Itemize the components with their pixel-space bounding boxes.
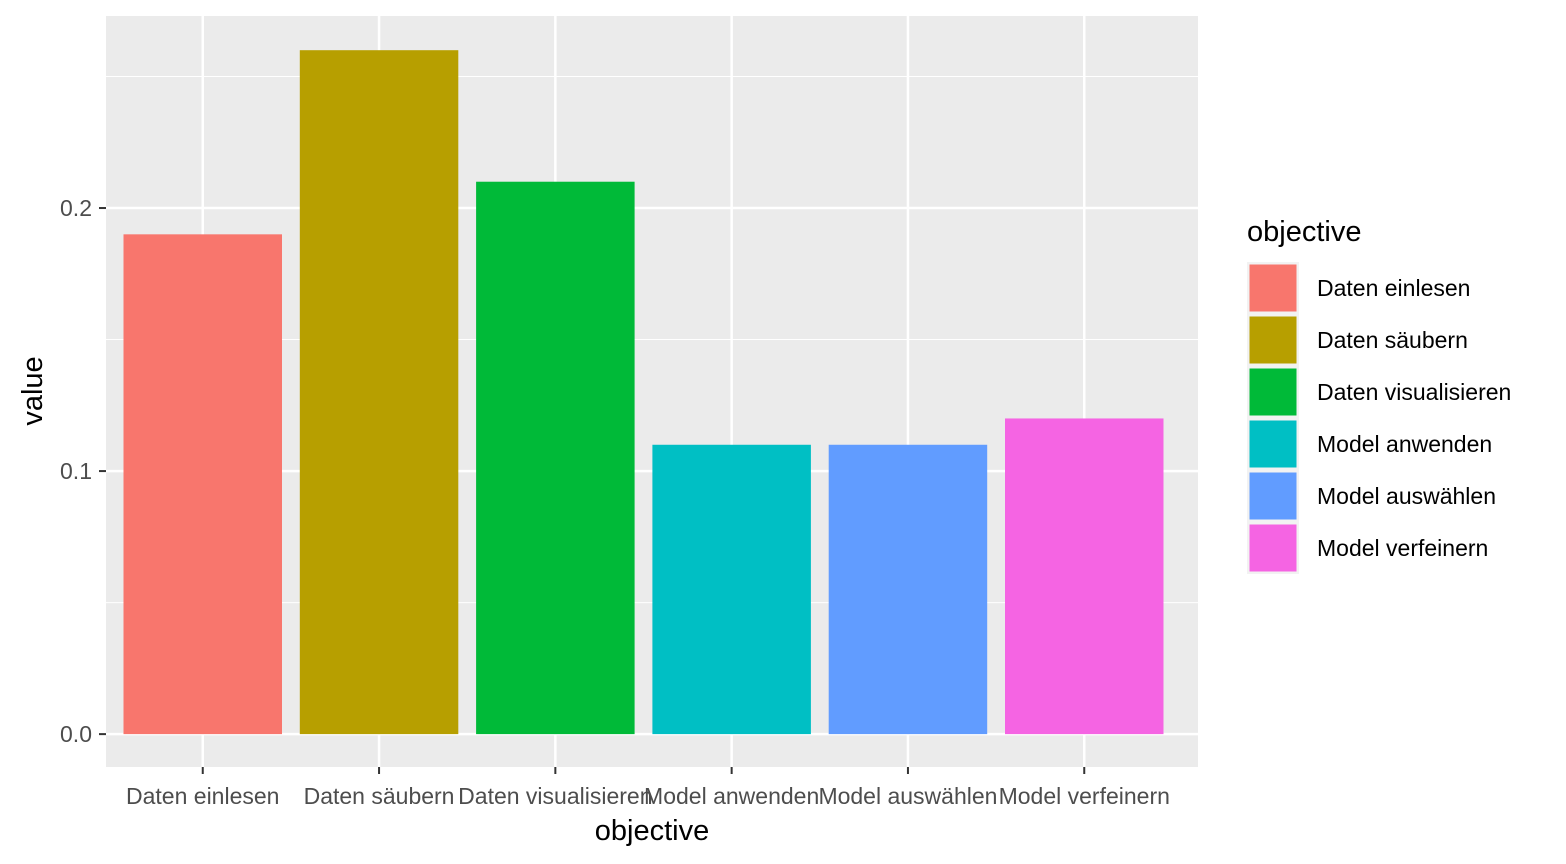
legend-label: Model verfeinern <box>1317 535 1488 561</box>
y-axis-title: value <box>17 356 49 425</box>
x-tick-label: Daten visualisieren <box>458 783 652 809</box>
x-tick-label: Daten säubern <box>304 783 455 809</box>
y-tick-label: 0.0 <box>60 721 92 747</box>
x-tick-label: Daten einlesen <box>126 783 279 809</box>
legend-swatch <box>1249 524 1297 572</box>
legend-swatch <box>1249 264 1297 312</box>
x-tick-label: Model anwenden <box>644 783 819 809</box>
legend-label: Model anwenden <box>1317 431 1492 457</box>
bar <box>299 50 459 735</box>
legend-swatch <box>1249 472 1297 520</box>
legend-entries: Daten einlesen Daten säubern Daten visuali… <box>1247 262 1511 574</box>
bar <box>123 234 282 735</box>
bar <box>1005 418 1164 735</box>
legend-label: Daten einlesen <box>1317 275 1470 301</box>
legend-swatch <box>1249 368 1297 416</box>
legend-label: Daten säubern <box>1317 327 1468 353</box>
x-tick-label: Model auswählen <box>818 783 997 809</box>
x-axis-title: objective <box>595 815 709 847</box>
y-tick-label: 0.2 <box>60 195 92 221</box>
x-axis: Daten einlesen Daten säubern Daten visuali… <box>126 767 1170 809</box>
legend-swatch <box>1249 316 1297 364</box>
bars <box>123 50 1164 735</box>
legend-swatch <box>1249 420 1297 468</box>
x-tick-label: Model verfeinern <box>999 783 1170 809</box>
bar <box>652 444 811 735</box>
bar <box>828 444 988 735</box>
legend-label: Daten visualisieren <box>1317 379 1511 405</box>
legend-label: Model auswählen <box>1317 483 1496 509</box>
y-axis: 0.0 0.1 0.2 <box>60 195 106 747</box>
bar <box>476 181 635 735</box>
y-tick-label: 0.1 <box>60 458 92 484</box>
legend-title: objective <box>1247 216 1361 248</box>
